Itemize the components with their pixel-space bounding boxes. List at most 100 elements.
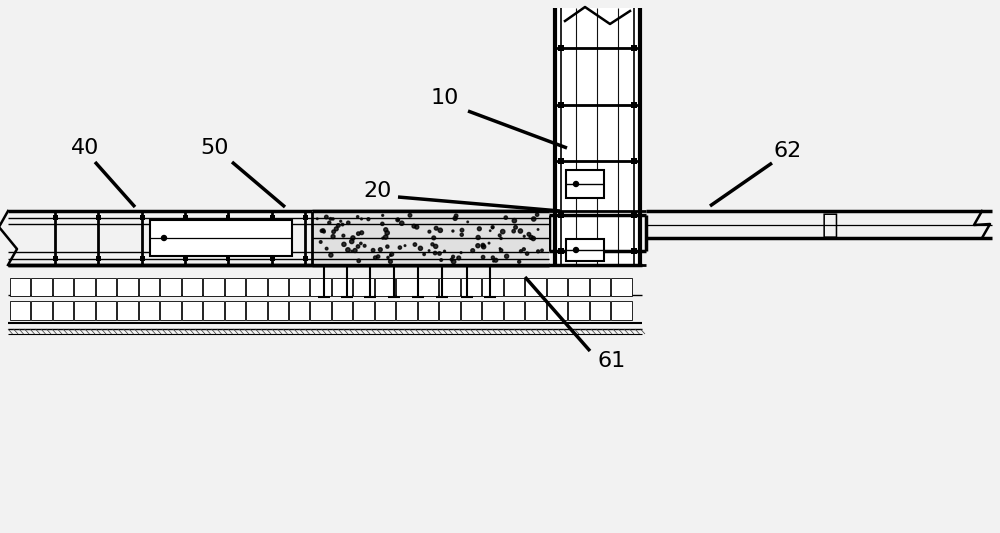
Point	[370, 252, 386, 261]
Bar	[525, 301, 546, 319]
Bar	[611, 278, 632, 296]
Point	[357, 241, 373, 250]
Point	[333, 217, 349, 225]
Point	[309, 214, 325, 223]
Point	[508, 223, 524, 231]
Point	[511, 257, 527, 266]
Point	[521, 230, 537, 239]
Point	[379, 229, 395, 237]
Point	[437, 247, 453, 255]
Bar	[96, 278, 116, 296]
Bar	[10, 278, 30, 296]
Point	[432, 226, 448, 235]
Bar	[289, 278, 309, 296]
Point	[313, 238, 329, 246]
Bar	[203, 278, 224, 296]
Bar	[96, 215, 100, 220]
Circle shape	[574, 182, 578, 187]
Bar	[418, 278, 438, 296]
Point	[416, 250, 432, 259]
Point	[353, 239, 369, 248]
Point	[506, 216, 522, 225]
Point	[330, 221, 346, 230]
Point	[384, 250, 400, 259]
Point	[397, 241, 413, 250]
Point	[523, 233, 539, 241]
Point	[390, 216, 406, 224]
Point	[378, 233, 394, 241]
Point	[374, 220, 390, 228]
Bar	[182, 278, 202, 296]
Bar	[558, 45, 564, 51]
Point	[394, 219, 410, 228]
Bar	[375, 278, 395, 296]
Point	[488, 256, 504, 264]
Point	[344, 237, 360, 246]
Point	[448, 212, 464, 220]
Point	[375, 211, 391, 220]
Bar	[590, 278, 610, 296]
Bar	[439, 278, 460, 296]
Point	[451, 254, 467, 262]
Point	[454, 226, 470, 235]
Bar	[418, 301, 438, 319]
Point	[433, 256, 449, 264]
Point	[475, 241, 491, 249]
Bar	[555, 8, 640, 265]
Bar	[566, 170, 604, 198]
Bar	[96, 256, 100, 261]
Bar	[631, 158, 637, 164]
Point	[392, 243, 408, 252]
Bar	[310, 301, 331, 319]
Bar	[10, 301, 30, 319]
Text: 61: 61	[598, 351, 626, 371]
Text: 40: 40	[71, 138, 99, 158]
Point	[428, 242, 444, 251]
Point	[340, 246, 356, 254]
Bar	[332, 301, 352, 319]
Point	[379, 243, 395, 251]
Bar	[482, 278, 503, 296]
Text: 梁: 梁	[822, 211, 838, 238]
Point	[486, 257, 502, 265]
Point	[445, 227, 461, 235]
Point	[409, 223, 425, 231]
Bar	[568, 301, 589, 319]
Bar	[183, 215, 188, 220]
Bar	[631, 102, 637, 108]
Point	[445, 253, 461, 261]
Point	[485, 223, 501, 231]
Point	[498, 213, 514, 222]
Point	[382, 257, 398, 266]
Bar	[504, 301, 524, 319]
Point	[499, 252, 515, 261]
Point	[460, 217, 476, 226]
Point	[412, 244, 428, 253]
Point	[360, 215, 376, 223]
Point	[375, 234, 391, 243]
Bar	[558, 102, 564, 108]
Bar	[353, 278, 374, 296]
Point	[492, 231, 508, 240]
Bar	[353, 301, 374, 319]
Bar	[525, 278, 546, 296]
Bar	[203, 301, 224, 319]
Point	[325, 232, 341, 241]
Point	[380, 253, 396, 262]
Point	[432, 249, 448, 258]
Point	[321, 219, 337, 227]
Bar	[631, 212, 637, 218]
Point	[493, 246, 509, 255]
Bar	[31, 301, 52, 319]
Bar	[332, 278, 352, 296]
Point	[475, 253, 491, 261]
Point	[350, 229, 366, 238]
Bar	[52, 256, 58, 261]
Point	[481, 239, 497, 247]
Point	[519, 249, 535, 258]
Point	[354, 229, 370, 237]
Point	[446, 257, 462, 266]
Bar	[396, 278, 417, 296]
Point	[426, 233, 442, 242]
Point	[378, 225, 394, 234]
